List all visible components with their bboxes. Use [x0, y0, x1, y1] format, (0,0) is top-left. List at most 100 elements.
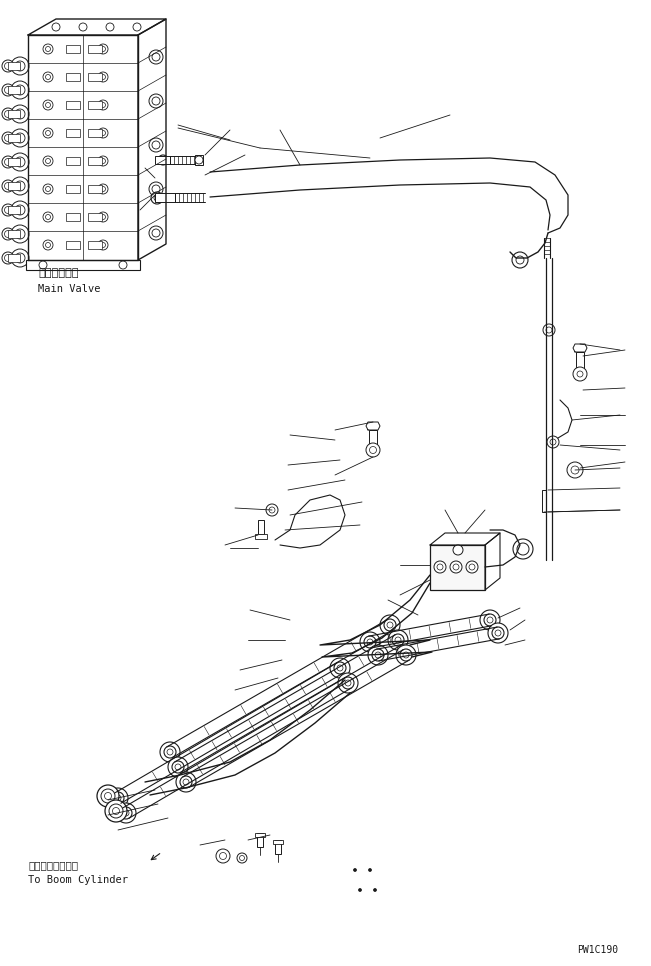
Bar	[8, 206, 20, 214]
Circle shape	[345, 680, 351, 686]
Circle shape	[149, 138, 163, 152]
Circle shape	[15, 61, 25, 71]
Bar	[66, 45, 80, 53]
Bar	[273, 840, 283, 844]
Circle shape	[39, 261, 47, 269]
Circle shape	[368, 645, 388, 665]
Bar	[258, 520, 264, 534]
Circle shape	[160, 742, 180, 762]
Text: To Boom Cylinder: To Boom Cylinder	[28, 875, 128, 885]
Bar	[26, 260, 140, 270]
Circle shape	[368, 868, 372, 871]
Circle shape	[5, 110, 12, 118]
Circle shape	[98, 128, 108, 138]
Circle shape	[5, 254, 12, 262]
Circle shape	[495, 630, 501, 636]
Circle shape	[98, 44, 108, 54]
Circle shape	[492, 627, 504, 639]
Circle shape	[216, 849, 230, 863]
Circle shape	[180, 776, 192, 788]
Circle shape	[2, 228, 14, 240]
Circle shape	[5, 231, 12, 238]
Circle shape	[396, 645, 416, 665]
Bar	[576, 352, 584, 370]
Circle shape	[100, 158, 105, 163]
Circle shape	[100, 102, 105, 107]
Bar	[88, 185, 102, 193]
Circle shape	[112, 792, 124, 804]
Bar	[8, 62, 20, 70]
Circle shape	[487, 617, 493, 623]
Circle shape	[387, 622, 393, 628]
Bar	[255, 833, 265, 837]
Circle shape	[11, 105, 29, 123]
Circle shape	[167, 749, 173, 755]
Bar	[88, 45, 102, 53]
Text: PW1C190: PW1C190	[577, 945, 618, 955]
Circle shape	[2, 156, 14, 168]
Bar	[66, 241, 80, 249]
Circle shape	[403, 652, 409, 658]
Bar	[8, 134, 20, 142]
Bar	[255, 534, 267, 539]
Circle shape	[183, 779, 189, 785]
Circle shape	[2, 252, 14, 264]
Text: メインバルブ: メインバルブ	[38, 268, 79, 278]
Circle shape	[100, 130, 105, 135]
Bar	[88, 213, 102, 221]
Circle shape	[469, 564, 475, 570]
Circle shape	[367, 639, 373, 645]
Circle shape	[46, 130, 51, 135]
Bar	[66, 213, 80, 221]
Circle shape	[2, 60, 14, 72]
Circle shape	[334, 662, 346, 674]
Circle shape	[488, 623, 508, 643]
Bar	[66, 157, 80, 165]
Circle shape	[337, 665, 343, 671]
Circle shape	[547, 436, 559, 448]
Bar	[542, 490, 546, 512]
Circle shape	[2, 132, 14, 144]
Circle shape	[11, 153, 29, 171]
Circle shape	[453, 545, 463, 555]
Circle shape	[437, 564, 443, 570]
Circle shape	[2, 180, 14, 192]
Bar	[8, 110, 20, 118]
Circle shape	[100, 74, 105, 79]
Bar	[155, 193, 175, 202]
Circle shape	[120, 807, 132, 819]
Circle shape	[516, 256, 524, 264]
Circle shape	[384, 619, 396, 631]
Bar	[8, 158, 20, 166]
Circle shape	[237, 853, 247, 863]
Circle shape	[43, 240, 53, 250]
Bar	[257, 833, 263, 847]
Circle shape	[98, 184, 108, 194]
Circle shape	[100, 242, 105, 247]
Bar	[66, 129, 80, 137]
Circle shape	[119, 261, 127, 269]
Circle shape	[219, 853, 227, 860]
Circle shape	[374, 889, 376, 892]
Circle shape	[43, 156, 53, 166]
Circle shape	[567, 462, 583, 478]
Circle shape	[98, 212, 108, 222]
Circle shape	[195, 156, 203, 164]
Bar	[88, 73, 102, 81]
Circle shape	[338, 673, 358, 693]
Bar	[155, 156, 170, 164]
Circle shape	[152, 53, 160, 61]
Circle shape	[43, 72, 53, 82]
Bar	[275, 840, 281, 854]
Circle shape	[400, 649, 412, 661]
Circle shape	[151, 192, 163, 204]
Circle shape	[98, 100, 108, 110]
Circle shape	[2, 108, 14, 120]
Circle shape	[5, 134, 12, 141]
Circle shape	[46, 186, 51, 191]
Circle shape	[15, 253, 25, 263]
Circle shape	[11, 225, 29, 243]
Circle shape	[364, 636, 376, 648]
Circle shape	[577, 371, 583, 377]
Circle shape	[100, 186, 105, 191]
